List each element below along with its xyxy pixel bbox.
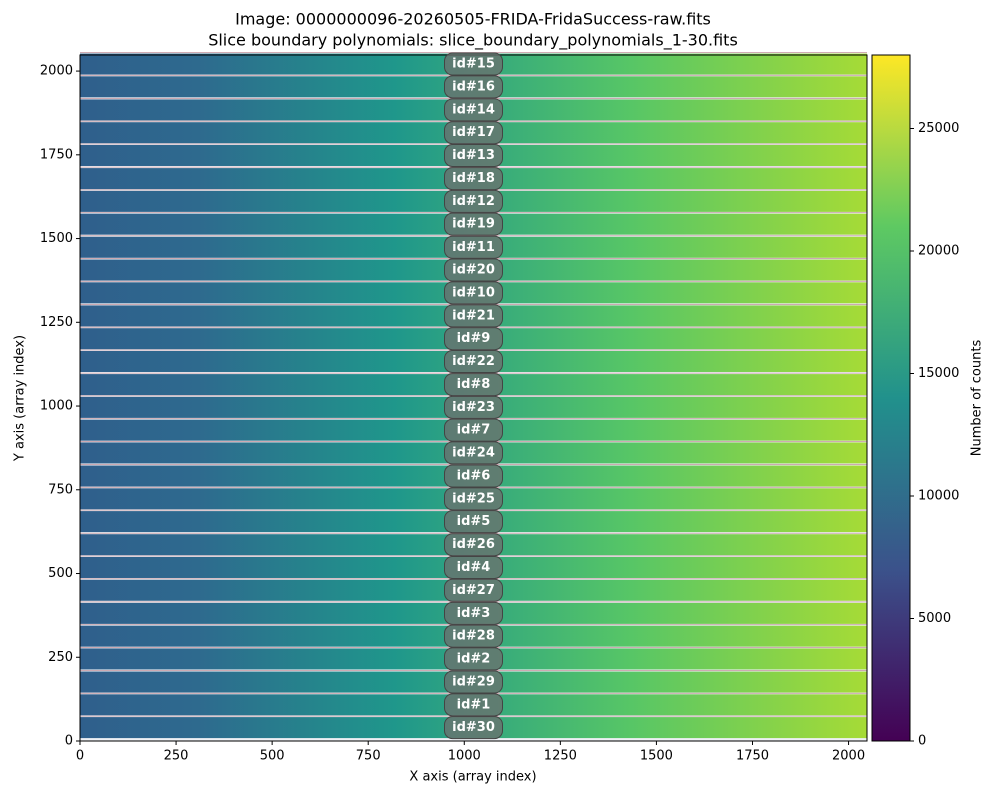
x-tick-label: 500 xyxy=(260,749,285,764)
slice-label-box xyxy=(444,98,503,122)
slice-label-box xyxy=(444,281,503,305)
slice-label-box xyxy=(444,533,503,557)
y-tick-label: 1000 xyxy=(40,399,73,414)
y-tick-label: 1500 xyxy=(40,231,73,246)
slice-label: id#12 xyxy=(452,194,495,209)
slice-label-box xyxy=(444,670,503,694)
slice-label-box xyxy=(444,121,503,145)
slice-label-box xyxy=(444,373,503,397)
slice-label: id#24 xyxy=(452,445,495,460)
slice-label-box xyxy=(444,258,503,282)
y-tick-label: 1750 xyxy=(40,147,73,162)
chart-title: Image: 0000000096-20260505-FRIDA-FridaSu… xyxy=(235,10,711,29)
slice-label-box xyxy=(444,75,503,99)
slice-label: id#27 xyxy=(452,583,495,598)
slice-label-box xyxy=(444,189,503,213)
colorbar-tick-label: 15000 xyxy=(918,366,959,381)
slice-label: id#30 xyxy=(452,720,495,735)
x-tick-label: 1000 xyxy=(448,749,481,764)
slice-label: id#20 xyxy=(452,263,495,278)
slice-label: id#7 xyxy=(457,423,491,438)
slice-label: id#4 xyxy=(457,560,491,575)
slice-label: id#14 xyxy=(452,102,495,117)
slice-label-box xyxy=(444,464,503,488)
slice-label-box xyxy=(444,235,503,259)
x-tick-label: 1500 xyxy=(640,749,673,764)
y-tick-label: 0 xyxy=(65,734,73,749)
slice-label-box xyxy=(444,693,503,717)
x-tick-label: 1250 xyxy=(544,749,577,764)
slice-label: id#22 xyxy=(452,354,495,369)
slice-label: id#6 xyxy=(457,469,491,484)
colorbar-tick-label: 5000 xyxy=(918,611,951,626)
slice-label-box xyxy=(444,212,503,236)
slice-label-box xyxy=(444,52,503,76)
chart-subtitle: Slice boundary polynomials: slice_bounda… xyxy=(208,31,738,51)
slice-label-box xyxy=(444,167,503,191)
slice-label: id#15 xyxy=(452,57,495,72)
colorbar-tick-label: 0 xyxy=(918,734,926,749)
x-tick-label: 750 xyxy=(356,749,381,764)
slice-label: id#25 xyxy=(452,491,495,506)
y-tick-label: 250 xyxy=(48,650,73,665)
colorbar-tick-label: 10000 xyxy=(918,489,959,504)
colorbar xyxy=(871,54,911,742)
y-axis-label: Y axis (array index) xyxy=(13,335,28,462)
colorbar-tick-label: 20000 xyxy=(918,244,959,259)
slice-label: id#18 xyxy=(452,171,495,186)
x-tick-label: 0 xyxy=(76,749,84,764)
slice-label-box xyxy=(444,578,503,602)
y-tick-label: 1250 xyxy=(40,315,73,330)
slice-label: id#1 xyxy=(457,697,491,712)
y-tick-label: 500 xyxy=(48,566,73,581)
slice-label-box xyxy=(444,143,503,167)
slice-label: id#5 xyxy=(457,514,491,529)
y-tick-label: 750 xyxy=(48,482,73,497)
slice-label: id#11 xyxy=(452,240,495,255)
slice-label-box xyxy=(444,418,503,442)
slice-label: id#16 xyxy=(452,79,495,94)
slice-label-box xyxy=(444,487,503,511)
slice-label-box xyxy=(444,327,503,351)
slice-label: id#8 xyxy=(457,377,491,392)
slice-label: id#19 xyxy=(452,217,495,232)
slice-label-box xyxy=(444,555,503,579)
slice-label: id#17 xyxy=(452,125,495,140)
slice-label: id#13 xyxy=(452,148,495,163)
colorbar-tick-label: 25000 xyxy=(918,121,959,136)
slice-label-box xyxy=(444,624,503,648)
colorbar-label: Number of counts xyxy=(970,340,985,457)
slice-label: id#26 xyxy=(452,537,495,552)
slice-label-box xyxy=(444,716,503,740)
slice-label-box xyxy=(444,441,503,465)
x-tick-label: 2000 xyxy=(832,749,865,764)
x-tick-label: 1750 xyxy=(736,749,769,764)
slice-label: id#23 xyxy=(452,400,495,415)
slice-label: id#9 xyxy=(457,331,491,346)
slice-label-box xyxy=(444,349,503,373)
y-tick-label: 2000 xyxy=(40,64,73,79)
slice-label: id#10 xyxy=(452,285,495,300)
x-tick-label: 250 xyxy=(164,749,189,764)
x-axis-label: X axis (array index) xyxy=(409,770,536,785)
slice-label: id#28 xyxy=(452,629,495,644)
slice-label-box xyxy=(444,510,503,534)
slice-label-box xyxy=(444,304,503,328)
slice-label-box xyxy=(444,601,503,625)
slice-label: id#29 xyxy=(452,675,495,690)
slice-label: id#21 xyxy=(452,308,495,323)
slice-label: id#3 xyxy=(457,606,491,621)
slice-label-box xyxy=(444,647,503,671)
slice-label-box xyxy=(444,395,503,419)
slice-label: id#2 xyxy=(457,651,491,666)
